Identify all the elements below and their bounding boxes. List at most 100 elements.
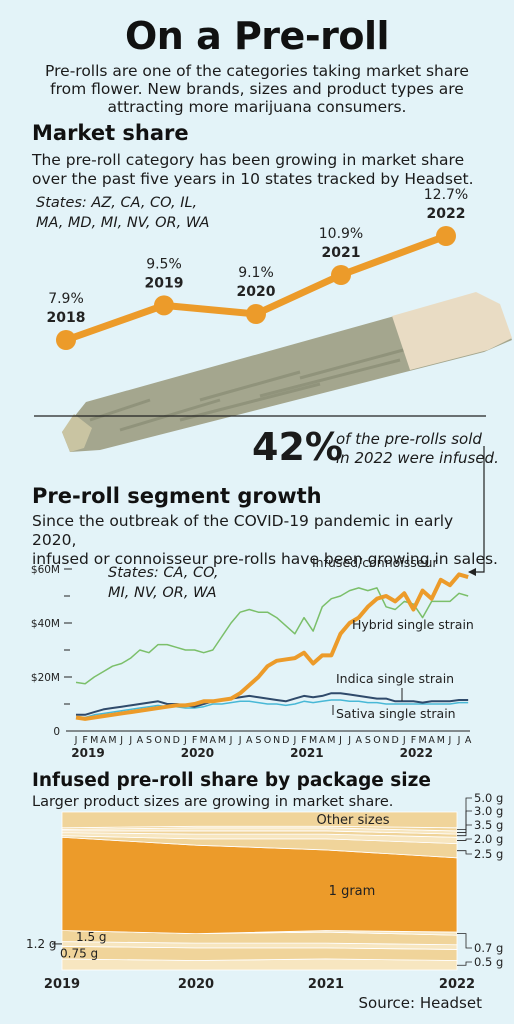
x-tick-label: O — [154, 735, 161, 746]
label-leader — [457, 810, 472, 833]
market-share-chart: 7.9% 2018 9.5% 2019 9.1% 2020 10.9% 2021 12.7% 20… — [34, 187, 512, 452]
x-year-label: 2021 — [290, 746, 323, 760]
infused-percent: 42% — [252, 425, 343, 469]
package-heading: Infused pre-roll share by package size — [32, 770, 431, 791]
series-label: Hybrid single strain — [352, 617, 474, 632]
x-tick-label: A — [319, 735, 326, 746]
segment-states: States: CA, CO, MI, NV, OR, WA — [108, 563, 219, 603]
x-tick-label: J — [448, 735, 452, 746]
area-label: 0.75 g — [60, 947, 98, 961]
area-band — [61, 958, 458, 971]
x-tick-label: F — [82, 735, 87, 746]
states-line: MI, NV, OR, WA — [108, 585, 217, 601]
callout-line: in 2022 were infused. — [336, 449, 499, 467]
series-label: Infused/connoisseur — [312, 555, 438, 570]
label-leader — [457, 838, 472, 841]
x-year-label: 2022 — [400, 746, 433, 760]
label-leader — [457, 824, 472, 837]
x-tick-label: N — [273, 735, 280, 746]
x-tick-label: J — [119, 735, 123, 746]
x-tick-label: N — [383, 735, 390, 746]
x-tick-label: O — [373, 735, 380, 746]
series-label: Sativa single strain — [336, 706, 456, 721]
market-share-point — [331, 265, 351, 285]
x-tick-label: N — [164, 735, 171, 746]
x-tick-label: J — [292, 735, 296, 746]
right-size-label: 2.5 g — [474, 847, 503, 861]
desc-line: over the past five years in 10 states tr… — [32, 170, 474, 188]
intro-line: attracting more marijuana consumers. — [107, 98, 407, 116]
market-share-points-layer — [56, 226, 456, 350]
market-share-point — [246, 304, 266, 324]
callout-line: of the pre-rolls sold — [336, 430, 482, 448]
right-size-label: 0.7 g — [474, 941, 503, 955]
x-tick-label: J — [238, 735, 242, 746]
x-tick-label: M — [200, 735, 208, 746]
x-tick-label: J — [74, 735, 78, 746]
market-share-heading: Market share — [32, 121, 189, 145]
x-tick-label: S — [146, 735, 152, 746]
x-tick-label: D — [392, 735, 399, 746]
year-label: 2020 — [237, 284, 276, 300]
desc-line: infused or connoisseur pre-rolls have be… — [32, 550, 498, 568]
year-label: 2021 — [322, 245, 361, 261]
label-leader — [457, 961, 472, 966]
x-tick-label: M — [327, 735, 335, 746]
y-tick-label: 0 — [53, 726, 60, 738]
x-tick-label: M — [437, 735, 445, 746]
market-share-point — [154, 295, 174, 316]
x-tick-label: D — [173, 735, 180, 746]
x-tick-label: M — [309, 735, 317, 746]
intro-line: from flower. New brands, sizes and produ… — [50, 80, 464, 98]
label-leader — [457, 850, 472, 855]
segment-heading: Pre-roll segment growth — [32, 484, 322, 508]
year-label: 2019 — [145, 275, 184, 291]
x-tick-label: M — [108, 735, 116, 746]
intro-line: Pre-rolls are one of the categories taki… — [45, 62, 469, 80]
area-label: 1.5 g — [76, 930, 107, 944]
year-label: 2018 — [47, 310, 86, 326]
x-tick-label: A — [465, 735, 472, 746]
x-tick-label: M — [90, 735, 98, 746]
x-tick-label: O — [264, 735, 271, 746]
desc-line: The pre-roll category has been growing i… — [32, 151, 465, 169]
market-share-point — [56, 330, 76, 350]
value-label: 10.9% — [319, 226, 363, 242]
segment-lines-layer — [75, 572, 469, 721]
segment-labels-layer: Infused/connoisseur Hybrid single strain I… — [312, 555, 474, 721]
year-label: 2022 — [427, 206, 466, 222]
x-tick-label: S — [365, 735, 371, 746]
series-line — [75, 587, 469, 685]
states-line: States: CA, CO, — [108, 565, 219, 581]
x-tick-label: J — [457, 735, 461, 746]
source-note: Source: Headset — [358, 994, 483, 1012]
x-tick-label: A — [100, 735, 107, 746]
area-label: Other sizes — [316, 813, 389, 828]
x-tick-label: J — [402, 735, 406, 746]
x-year-label: 2022 — [439, 977, 475, 992]
area-label: 1 gram — [329, 884, 376, 899]
x-tick-label: A — [355, 735, 362, 746]
infused-callout-text: of the pre-rolls sold in 2022 were infus… — [336, 430, 499, 468]
value-label: 9.5% — [146, 256, 182, 272]
market-share-states: States: AZ, CA, CO, IL, MA, MD, MI, NV, … — [36, 193, 209, 233]
x-tick-label: M — [418, 735, 426, 746]
states-line: MA, MD, MI, NV, OR, WA — [36, 215, 210, 231]
states-line: States: AZ, CA, CO, IL, — [36, 195, 198, 211]
right-size-label: 3.5 g — [474, 818, 503, 832]
label-leader — [457, 933, 472, 949]
x-tick-label: A — [137, 735, 144, 746]
x-tick-label: S — [255, 735, 261, 746]
pre-roll-icon — [62, 292, 512, 452]
x-tick-label: J — [338, 735, 342, 746]
package-description: Larger product sizes are growing in mark… — [32, 794, 394, 810]
right-size-label: 5.0 g — [474, 791, 503, 805]
series-line — [76, 699, 469, 719]
x-tick-label: A — [246, 735, 253, 746]
callout-arrowhead — [468, 568, 476, 576]
y-tick-label: $60M — [31, 564, 60, 576]
market-share-point — [436, 226, 456, 246]
series-line — [76, 692, 469, 716]
page-title: On a Pre-roll — [125, 14, 390, 58]
